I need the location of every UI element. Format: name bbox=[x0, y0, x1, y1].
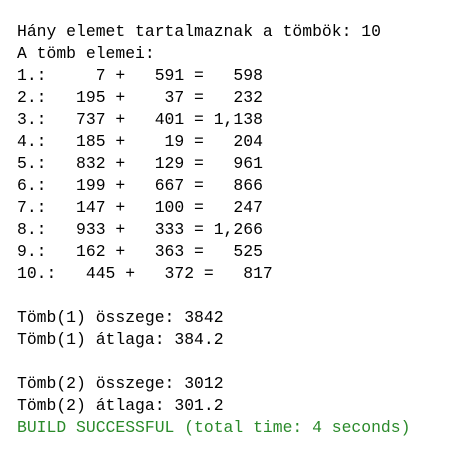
avg-line: Tömb(2) átlaga: 301.2 bbox=[17, 396, 224, 415]
output-line: 1.: 7 + 591 = 598 bbox=[17, 66, 263, 85]
output-line: 5.: 832 + 129 = 961 bbox=[17, 154, 263, 173]
sum-line: Tömb(2) összege: 3012 bbox=[17, 374, 224, 393]
sum-line: Tömb(1) összege: 3842 bbox=[17, 308, 224, 327]
build-status: BUILD SUCCESSFUL (total time: 4 seconds) bbox=[17, 418, 411, 437]
output-line: A tömb elemei: bbox=[17, 44, 155, 63]
output-line: 3.: 737 + 401 = 1,138 bbox=[17, 110, 263, 129]
output-line: 9.: 162 + 363 = 525 bbox=[17, 242, 263, 261]
output-line: 7.: 147 + 100 = 247 bbox=[17, 198, 263, 217]
output-line: 2.: 195 + 37 = 232 bbox=[17, 88, 263, 107]
output-line: 10.: 445 + 372 = 817 bbox=[17, 264, 273, 283]
output-line: 8.: 933 + 333 = 1,266 bbox=[17, 220, 263, 239]
blank-line bbox=[17, 285, 447, 307]
avg-line: Tömb(1) átlaga: 384.2 bbox=[17, 330, 224, 349]
output-line: Hány elemet tartalmaznak a tömbök: 10 bbox=[17, 22, 381, 41]
output-line: 4.: 185 + 19 = 204 bbox=[17, 132, 263, 151]
blank-line bbox=[17, 351, 447, 373]
console-output: Hány elemet tartalmaznak a tömbök: 10 A t… bbox=[17, 21, 447, 439]
output-line: 6.: 199 + 667 = 866 bbox=[17, 176, 263, 195]
